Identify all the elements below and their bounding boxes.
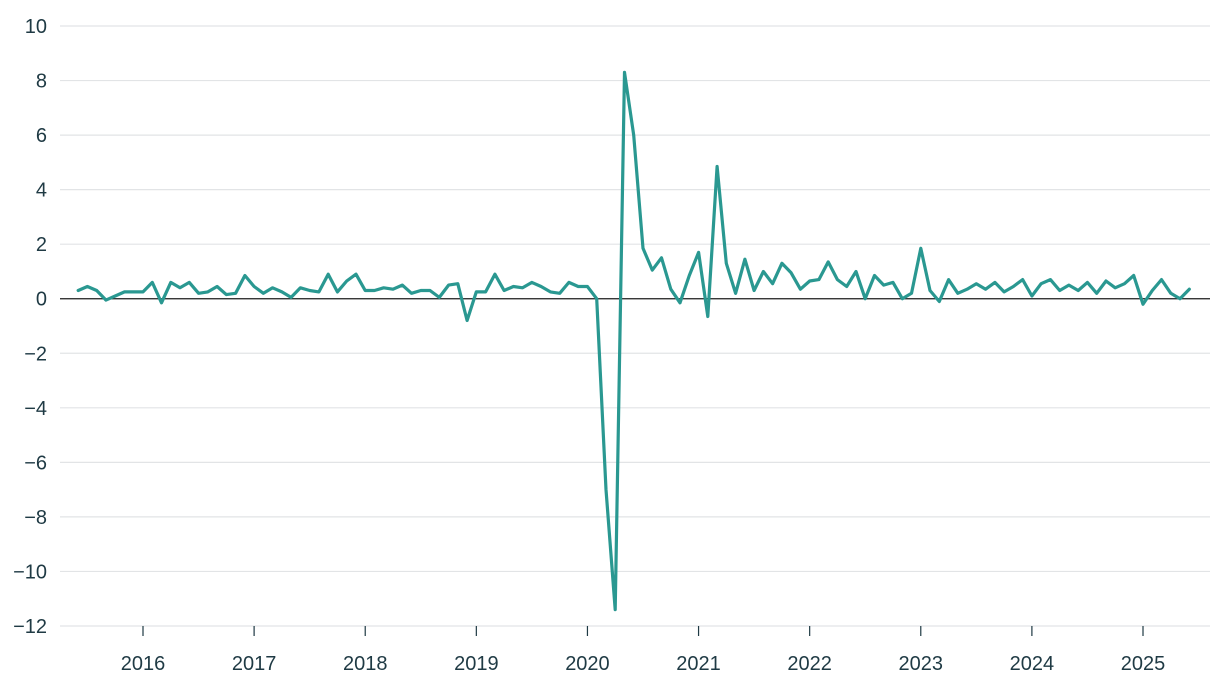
y-tick-label: 2 <box>36 234 47 256</box>
y-tick-label: 6 <box>36 125 47 147</box>
x-tick-label: 2022 <box>787 653 832 675</box>
gridlines <box>60 25 1210 627</box>
y-tick-label: 10 <box>25 16 47 38</box>
x-tick-label: 2024 <box>1010 653 1055 675</box>
x-tick-label: 2021 <box>676 653 721 675</box>
y-tick-label: −6 <box>24 452 47 474</box>
x-tick-label: 2020 <box>565 653 610 675</box>
y-tick-label: −4 <box>24 398 47 420</box>
series-line <box>76 70 1191 612</box>
x-tick-label: 2025 <box>1121 653 1166 675</box>
x-tick-label: 2016 <box>121 653 166 675</box>
y-tick-label: 8 <box>36 71 47 93</box>
x-tick-label: 2023 <box>899 653 944 675</box>
y-tick-label: −8 <box>24 507 47 529</box>
x-tick-label: 2018 <box>343 653 388 675</box>
y-tick-label: −12 <box>13 616 47 638</box>
y-tick-label: −2 <box>24 343 47 365</box>
y-tick-label: −10 <box>13 561 47 583</box>
y-axis: 10 8 6 4 2 0 −2 −4 −6 −8 −10 −12 <box>13 16 47 638</box>
x-tick-label: 2019 <box>454 653 499 675</box>
x-tick-label: 2017 <box>232 653 277 675</box>
series-layer <box>76 70 1191 612</box>
y-tick-label: 4 <box>36 180 47 202</box>
y-tick-label: 0 <box>36 289 47 311</box>
x-axis: 2016 2017 2018 2019 2020 2021 2022 2023 2024 2025 <box>121 626 1166 675</box>
